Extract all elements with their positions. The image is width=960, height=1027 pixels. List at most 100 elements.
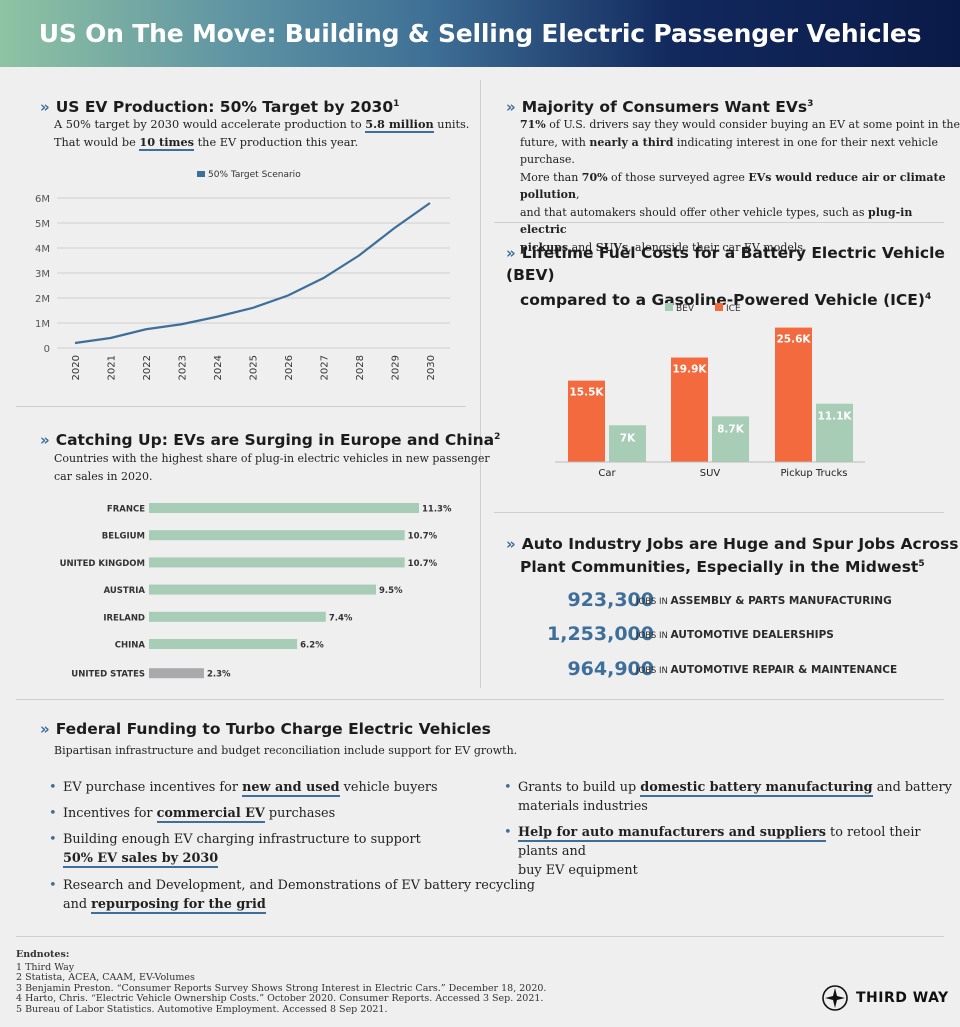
highlight-link[interactable]: 10 times	[139, 134, 195, 151]
list-item: • EV purchase incentives for new and use…	[49, 780, 438, 797]
page-title: US On The Move: Building & Selling Elect…	[38, 19, 922, 48]
legend-swatch	[197, 171, 205, 177]
x-tick-label: 2026	[284, 355, 295, 380]
country-bar	[149, 584, 376, 595]
bar-label-bev: 11.1K	[817, 411, 852, 423]
highlight-link[interactable]: repurposing for the grid	[91, 897, 266, 914]
country-share-bar-chart: FRANCE 11.3% BELGIUM 10.7% UNITED KINGDOM 10.…	[60, 503, 452, 680]
highlight-link[interactable]: 5.8 million	[365, 117, 434, 133]
jobs-label: JOBS IN AUTOMOTIVE DEALERSHIPS	[636, 629, 834, 641]
y-tick-label: 5M	[35, 219, 50, 230]
x-tick-label: 2022	[142, 355, 153, 380]
highlight-link[interactable]: domestic battery manufacturing	[640, 780, 873, 797]
jobs-row: 1,253,000 JOBS IN AUTOMOTIVE DEALERSHIPS	[520, 623, 940, 649]
x-tick-label: 2021	[107, 355, 118, 380]
chevron-icon: »	[506, 98, 516, 117]
x-tick-label: 2023	[178, 355, 189, 380]
country-label: IRELAND	[103, 613, 145, 623]
chevron-icon: »	[40, 431, 50, 450]
highlight-link[interactable]: Help for auto manufacturers and supplier…	[518, 825, 826, 842]
country-label: BELGIUM	[102, 532, 145, 542]
x-tick-label: 2027	[320, 355, 331, 380]
column-divider	[480, 80, 481, 688]
endnotes-heading: Endnotes:	[16, 949, 70, 960]
country-bar	[149, 503, 419, 513]
bar-bev	[816, 403, 853, 462]
x-tick-label: 2025	[249, 355, 260, 380]
third-way-logo: THIRD WAY	[822, 985, 949, 1011]
endnotes: Endnotes: 1 Third Way 2 Statista, ACEA, …	[16, 949, 547, 1016]
list-item: • Help for auto manufacturers and suppli…	[504, 825, 921, 878]
category-label: Car	[598, 468, 616, 479]
country-label: UNITED STATES	[71, 670, 145, 680]
y-tick-label: 4M	[35, 244, 50, 255]
legend-swatch-ice	[715, 303, 723, 311]
chevron-icon: »	[40, 98, 50, 117]
legend-label: 50% Target Scenario	[208, 170, 301, 180]
country-label: AUSTRIA	[104, 586, 146, 596]
chevron-icon: »	[506, 244, 516, 262]
bar-bev	[712, 416, 749, 462]
section-divider	[16, 936, 944, 937]
section-divider	[494, 222, 944, 223]
endnote: 2 Statista, ACEA, CAAM, EV-Volumes	[16, 972, 195, 984]
jobs-row: 923,300 JOBS IN ASSEMBLY & PARTS MANUFAC…	[520, 589, 940, 615]
catching-text: Countries with the highest share of plug…	[54, 452, 490, 483]
country-bar	[149, 530, 405, 541]
fuel-title: » Lifetime Fuel Costs for a Battery Elect…	[506, 244, 945, 310]
highlight-link[interactable]: 50% EV sales by 2030	[63, 851, 219, 868]
category-label: SUV	[700, 468, 721, 479]
jobs-title: » Auto Industry Jobs are Huge and Spur Jo…	[506, 535, 959, 577]
bullet-icon: •	[49, 806, 57, 821]
bar-ice	[671, 357, 708, 462]
bullet-icon: •	[49, 832, 57, 847]
value-label: 9.5%	[379, 586, 403, 596]
jobs-number: 923,300	[567, 589, 654, 611]
endnote: 3 Benjamin Preston. “Consumer Reports Su…	[16, 982, 547, 994]
value-label: 6.2%	[300, 641, 324, 651]
y-tick-label: 1M	[35, 319, 50, 330]
x-tick-label: 2028	[355, 355, 366, 380]
chevron-icon: »	[506, 535, 516, 553]
x-tick-label: 2020	[71, 355, 82, 380]
catching-title: » Catching Up: EVs are Surging in Europe …	[40, 431, 501, 450]
federal-intro: Bipartisan infrastructure and budget rec…	[54, 744, 518, 757]
legend-label: ICE	[726, 304, 741, 314]
jobs-number: 1,253,000	[547, 623, 654, 645]
production-title: » US EV Production: 50% Target by 20301	[40, 98, 400, 117]
highlight-link[interactable]: new and used	[242, 780, 340, 797]
fuel-cost-bar-chart: BEV ICE 15.5K 7K Car 19.9K 8.7K SUV 25.6K 11.1K Pi…	[555, 303, 865, 479]
bullet-icon: •	[49, 878, 57, 893]
consumers-text: 71% of U.S. drivers say they would consi…	[520, 118, 960, 254]
country-bar	[149, 668, 204, 679]
bar-ice	[775, 327, 812, 462]
jobs-row: 964,900 JOBS IN AUTOMOTIVE REPAIR & MAIN…	[520, 658, 940, 684]
compass-icon	[822, 985, 848, 1011]
consumers-title: » Majority of Consumers Want EVs3	[506, 98, 814, 117]
bar-label-ice: 19.9K	[672, 364, 707, 376]
section-divider	[494, 512, 944, 513]
country-bar	[149, 639, 298, 649]
bar-bev	[609, 425, 646, 462]
x-tick-label: 2030	[426, 355, 437, 380]
country-label: CHINA	[115, 641, 146, 651]
list-item: • Research and Development, and Demonstr…	[49, 878, 535, 914]
endnote: 5 Bureau of Labor Statistics. Automotive…	[16, 1003, 388, 1015]
country-label: FRANCE	[107, 505, 145, 515]
list-item: • Incentives for commercial EV purchases	[49, 806, 336, 823]
bar-label-bev: 7K	[620, 432, 636, 444]
highlight-link[interactable]: commercial EV	[156, 806, 265, 823]
value-label: 10.7%	[408, 532, 438, 542]
jobs-label: JOBS IN ASSEMBLY & PARTS MANUFACTURING	[636, 595, 892, 607]
list-item: • Building enough EV charging infrastruc…	[49, 832, 421, 868]
y-tick-label: 0	[44, 344, 50, 355]
endnote: 4 Harto, Chris. “Electric Vehicle Owners…	[16, 993, 544, 1005]
bar-ice	[568, 380, 605, 462]
federal-title: » Federal Funding to Turbo Charge Electri…	[40, 720, 491, 738]
bar-label-ice: 15.5K	[569, 387, 604, 399]
legend-label: BEV	[676, 304, 695, 314]
logo-text: THIRD WAY	[856, 990, 949, 1006]
bullet-icon: •	[504, 825, 512, 840]
legend-swatch-bev	[665, 303, 673, 311]
section-divider	[16, 699, 944, 700]
